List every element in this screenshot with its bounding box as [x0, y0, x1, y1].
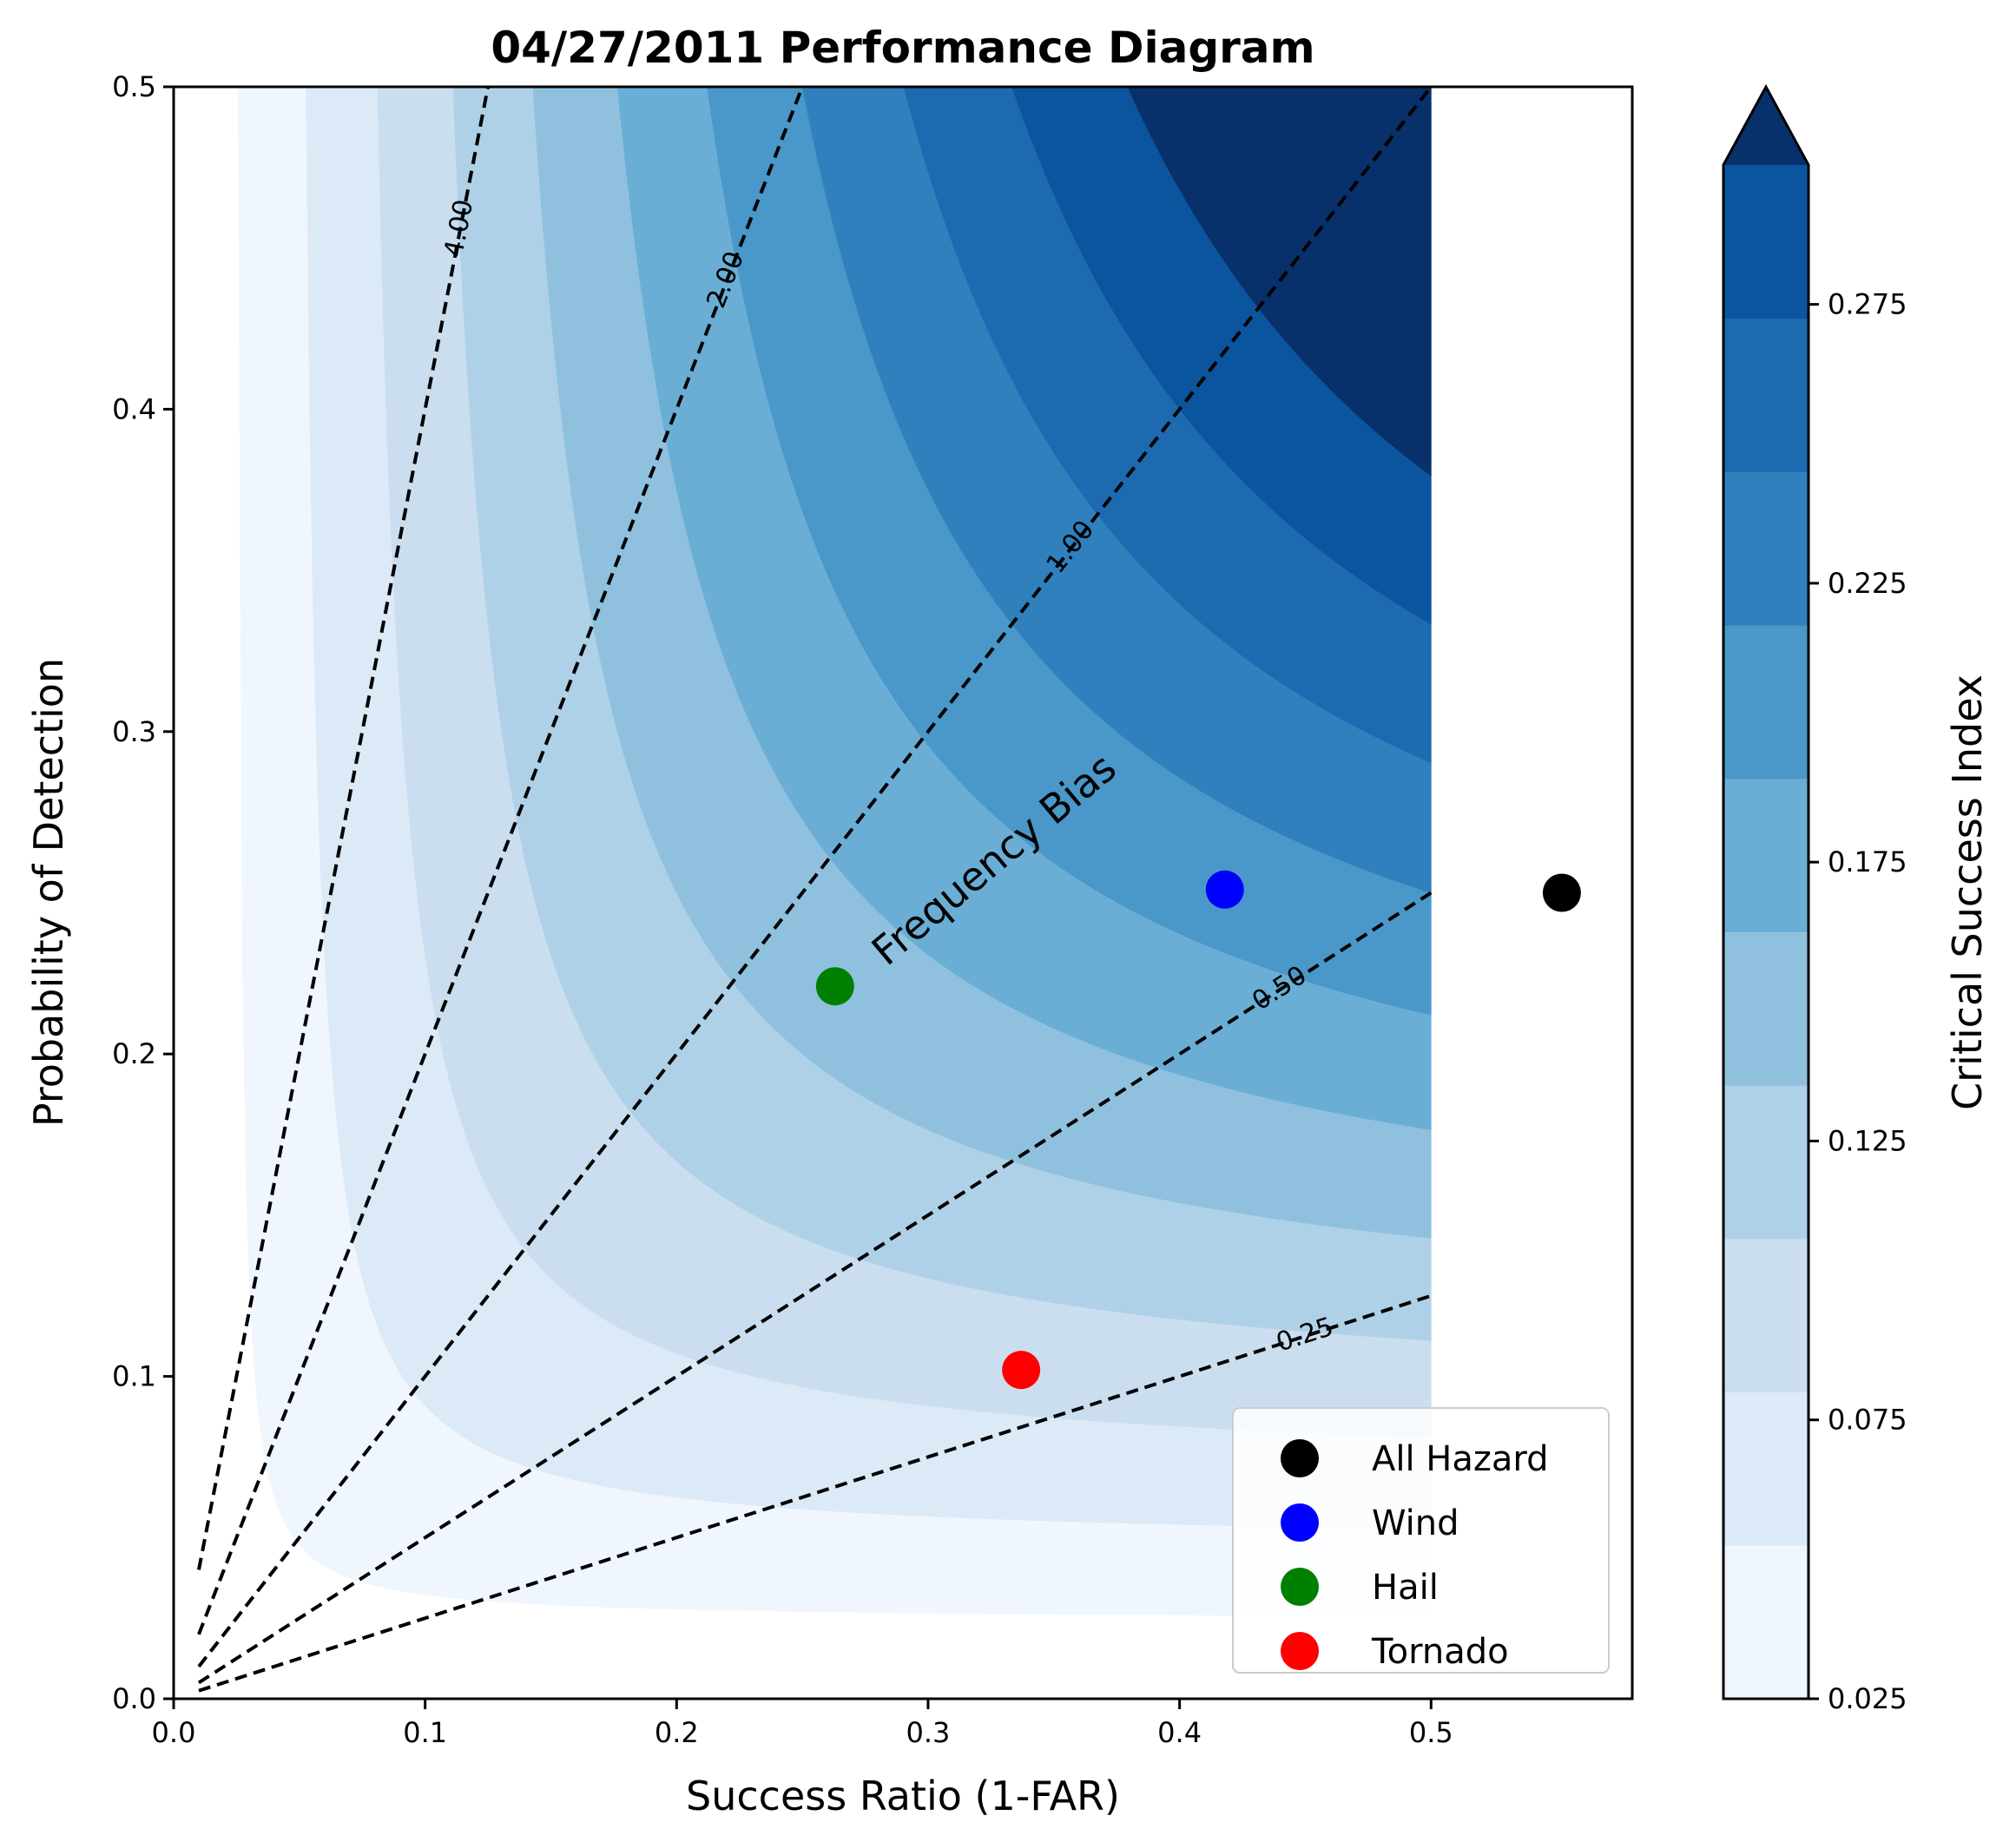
colorbar-tick-label: 0.275 [1828, 288, 1907, 321]
chart-title: 04/27/2011 Performance Diagram [491, 23, 1314, 73]
frequency-bias-line [197, 891, 1433, 1685]
legend-marker [1281, 1503, 1319, 1542]
colorbar-label: Critical Success Index [1944, 674, 1991, 1110]
y-tick-label: 0.0 [112, 1682, 156, 1715]
colorbar-band [1723, 318, 1808, 472]
csi-contour-fill [238, 87, 1432, 1617]
y-tick-label: 0.4 [112, 392, 156, 425]
legend: All Hazard Wind Hail Tornado [1232, 1407, 1610, 1674]
legend-frame [1232, 1407, 1610, 1674]
frequency-bias-lines [197, 87, 1433, 1693]
frequency-bias-line [197, 87, 491, 1570]
colorbar-band [1723, 1391, 1808, 1546]
frequency-bias-line [198, 1293, 1432, 1693]
colorbar-tick-label: 0.125 [1828, 1124, 1907, 1157]
data-points [815, 870, 1581, 1390]
colorbar-extend-arrow [1723, 87, 1808, 165]
data-point-hail [815, 967, 854, 1006]
y-tick-label: 0.3 [112, 715, 156, 748]
x-tick-label: 0.4 [1157, 1716, 1202, 1749]
data-point-wind [1205, 870, 1244, 909]
legend-label: Tornado [1371, 1632, 1509, 1672]
colorbar-band [1723, 625, 1808, 780]
data-point-all-hazard [1542, 873, 1581, 912]
y-tick-label: 0.5 [112, 70, 156, 103]
colorbar-band [1723, 1238, 1808, 1393]
colorbar-tick-label: 0.025 [1828, 1682, 1907, 1715]
colorbar-band [1723, 1085, 1808, 1240]
colorbar-band [1723, 778, 1808, 932]
legend-label: Hail [1372, 1568, 1439, 1608]
colorbar-band [1723, 471, 1808, 626]
plot-frame [172, 85, 1634, 1701]
y-axis-label: Probability of Detection [25, 658, 72, 1127]
x-axis: 0.0 0.1 0.2 0.3 0.4 0.5 [152, 1699, 1453, 1749]
x-tick-label: 0.5 [1409, 1716, 1453, 1749]
frequency-bias-line [197, 87, 1433, 1668]
colorbar-outline [1722, 83, 1810, 1701]
x-tick-label: 0.3 [906, 1716, 951, 1749]
colorbar-tick-label: 0.175 [1828, 845, 1907, 878]
y-tick-label: 0.2 [112, 1037, 156, 1070]
colorbar: 0.025 0.075 0.125 0.175 0.225 0.275 Critical … [1722, 83, 1991, 1715]
legend-label: All Hazard [1372, 1439, 1549, 1479]
x-tick-label: 0.1 [403, 1716, 447, 1749]
y-tick-label: 0.1 [112, 1360, 156, 1393]
colorbar-tick-label: 0.225 [1828, 567, 1907, 600]
colorbar-tick-label: 0.075 [1828, 1404, 1907, 1437]
data-point-tornado [1002, 1351, 1041, 1390]
x-axis-label: Success Ratio (1-FAR) [686, 1773, 1120, 1819]
legend-marker [1281, 1439, 1319, 1477]
colorbar-band [1723, 165, 1808, 319]
x-tick-label: 0.2 [655, 1716, 699, 1749]
legend-marker [1281, 1632, 1319, 1670]
y-axis: 0.0 0.1 0.2 0.3 0.4 0.5 [112, 70, 174, 1715]
frequency-bias-line [197, 87, 805, 1635]
colorbar-band [1723, 1545, 1808, 1700]
legend-marker [1281, 1568, 1319, 1606]
colorbar-band [1723, 931, 1808, 1086]
x-tick-label: 0.0 [152, 1716, 196, 1749]
legend-label: Wind [1372, 1503, 1459, 1543]
